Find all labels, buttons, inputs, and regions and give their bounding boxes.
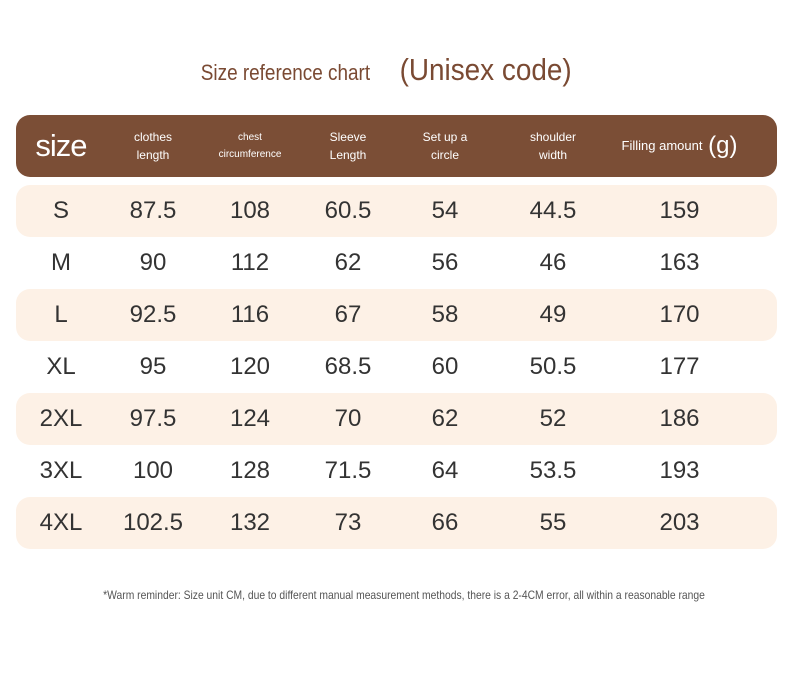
header-size: size [35,128,87,163]
table-row: XL 95 120 68.5 60 50.5 177 [16,341,777,393]
cell-size: 3XL [39,457,83,484]
cell-clothes-length: 90 [139,249,167,276]
cell-size: 4XL [39,509,83,536]
cell-clothes-length: 97.5 [129,405,177,432]
header-clothes-length-line1: clothes [133,130,173,144]
cell-sleeve: 62 [334,249,362,276]
cell-filling: 159 [659,197,700,224]
cell-shoulder: 53.5 [529,457,577,484]
measurement-note: *Warm reminder: Size unit CM, due to dif… [103,588,705,602]
header-sleeve: Sleeve Length [300,128,396,164]
cell-size: S [52,197,69,224]
header-filling: Filling amount (g) [612,134,747,158]
cell-chest: 124 [229,405,271,432]
cell-size: XL [46,353,76,380]
header-shoulder-line2: width [538,148,567,162]
header-filling-unit: (g) [708,132,738,160]
header-filling-label: Filling amount [621,137,703,153]
cell-filling: 163 [659,249,700,276]
cell-chest: 108 [229,197,271,224]
header-circle-line1: Set up a [422,130,468,144]
table-row: 3XL 100 128 71.5 64 53.5 193 [16,445,777,497]
header-chest: chest circumference [200,129,300,163]
cell-circle: 54 [431,197,459,224]
cell-clothes-length: 87.5 [129,197,177,224]
cell-chest: 120 [229,353,271,380]
cell-chest: 116 [230,301,270,328]
cell-chest: 112 [230,249,270,276]
cell-circle: 56 [431,249,459,276]
cell-filling: 170 [659,301,700,328]
cell-clothes-length: 92.5 [129,301,177,328]
header-clothes-length: clothes length [106,128,200,164]
header-chest-line2: circumference [218,149,282,160]
table-row: L 92.5 116 67 58 49 170 [16,289,777,341]
cell-filling: 186 [659,405,700,432]
cell-sleeve: 60.5 [324,197,372,224]
cell-filling: 177 [659,353,700,380]
cell-circle: 58 [431,301,459,328]
header-clothes-length-line2: length [136,148,170,162]
cell-filling: 203 [659,509,700,536]
cell-chest: 128 [229,457,271,484]
cell-size: M [51,249,71,276]
cell-circle: 62 [431,405,459,432]
size-table: size clothes length chest circumference … [16,115,777,549]
cell-clothes-length: 100 [132,457,174,484]
cell-sleeve: 73 [334,509,362,536]
header-shoulder: shoulder width [494,128,612,164]
cell-circle: 64 [431,457,459,484]
chart-title-prefix: Size reference chart [200,60,370,85]
chart-title: Size reference chart (Unisex code) [0,52,768,88]
cell-circle: 66 [431,509,459,536]
chart-title-emphasis: (Unisex code) [399,52,572,87]
table-row: S 87.5 108 60.5 54 44.5 159 [16,185,777,237]
header-circle-line2: circle [430,148,459,162]
cell-clothes-length: 102.5 [122,509,184,536]
cell-circle: 60 [431,353,459,380]
cell-size: 2XL [39,405,83,432]
cell-shoulder: 55 [539,509,567,536]
cell-shoulder: 52 [539,405,567,432]
table-header: size clothes length chest circumference … [16,115,777,177]
cell-shoulder: 44.5 [529,197,577,224]
cell-sleeve: 67 [334,301,362,328]
header-shoulder-line1: shoulder [529,130,577,144]
cell-filling: 193 [659,457,700,484]
table-body: S 87.5 108 60.5 54 44.5 159 M 90 112 62 56 46 163 L 92.… [16,185,777,549]
cell-size: L [54,301,68,328]
table-row: M 90 112 62 56 46 163 [16,237,777,289]
cell-clothes-length: 95 [139,353,167,380]
cell-chest: 132 [229,509,271,536]
cell-sleeve: 70 [334,405,362,432]
table-row: 4XL 102.5 132 73 66 55 203 [16,497,777,549]
cell-sleeve: 71.5 [324,457,372,484]
cell-shoulder: 49 [539,301,567,328]
cell-shoulder: 50.5 [529,353,577,380]
table-row: 2XL 97.5 124 70 62 52 186 [16,393,777,445]
header-chest-line1: chest [238,132,262,143]
header-sleeve-line2: Length [329,148,367,162]
header-circle: Set up a circle [396,128,494,164]
cell-sleeve: 68.5 [324,353,372,380]
cell-shoulder: 46 [539,249,567,276]
header-sleeve-line1: Sleeve [329,130,367,144]
